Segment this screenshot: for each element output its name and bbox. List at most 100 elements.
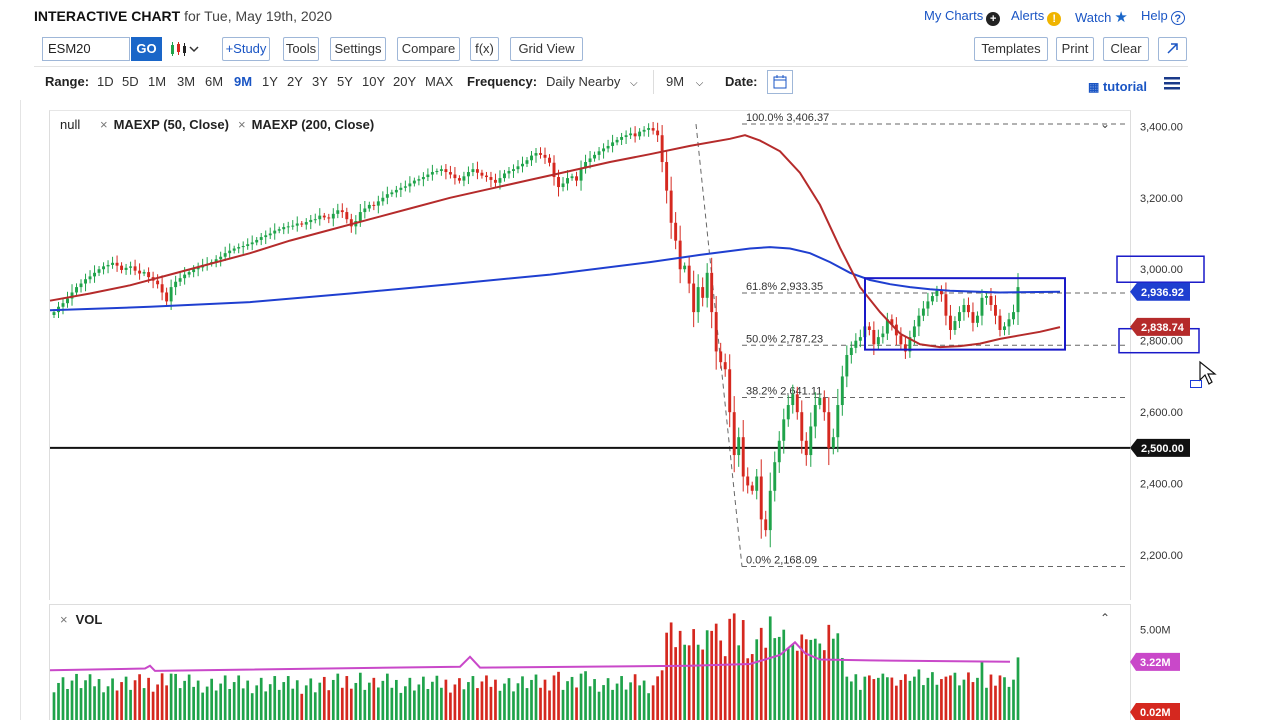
volume-bar: [228, 688, 232, 720]
volume-bar: [714, 623, 718, 720]
candle-body: [602, 148, 606, 152]
help-link[interactable]: Help?: [1141, 8, 1185, 25]
candle-body: [84, 279, 87, 284]
range-option-2y[interactable]: 2Y: [287, 74, 303, 89]
range-option-1m[interactable]: 1M: [148, 74, 167, 89]
expand-button[interactable]: [1158, 37, 1187, 61]
volume-bar: [440, 687, 443, 720]
frequency-dropdown[interactable]: Daily Nearby ⌵: [546, 74, 638, 89]
candle-body: [935, 290, 939, 297]
clear-button[interactable]: Clear: [1103, 37, 1149, 61]
candle-body: [975, 315, 979, 323]
price-chart[interactable]: 3,400.00 3,200.00 3,000.00 2,800.00 2,600.00…: [0, 0, 1280, 600]
symbol-input[interactable]: ESM20: [42, 37, 130, 61]
volume-chart[interactable]: 5.00M 3.22M 0.02M: [0, 600, 1280, 720]
volume-bar: [268, 684, 272, 720]
volume-bar: [521, 676, 524, 720]
range-box[interactable]: [864, 277, 1066, 351]
candle-body: [620, 137, 624, 140]
volume-bar: [822, 650, 826, 720]
remove-volume-icon[interactable]: ×: [60, 612, 68, 627]
tutorial-link[interactable]: ▦ tutorial: [1088, 79, 1147, 94]
candle-body: [579, 168, 583, 181]
candle-body: [615, 139, 619, 143]
compare-button[interactable]: Compare: [397, 37, 460, 61]
range-option-3y[interactable]: 3Y: [312, 74, 328, 89]
candle-body: [512, 169, 515, 171]
volume-bar: [169, 673, 173, 720]
candle-body: [791, 394, 795, 406]
candle-body: [322, 215, 326, 218]
range-option-6m[interactable]: 6M: [205, 74, 224, 89]
volume-bar: [124, 676, 128, 720]
candle-body: [457, 178, 461, 181]
volume-bar: [255, 685, 259, 720]
candle-body: [719, 351, 723, 363]
candle-body: [548, 157, 551, 163]
range-option-3m[interactable]: 3M: [177, 74, 196, 89]
candle-body: [282, 227, 286, 230]
templates-button[interactable]: Templates: [974, 37, 1048, 61]
menu-icon[interactable]: [1164, 76, 1180, 90]
print-button[interactable]: Print: [1056, 37, 1094, 61]
remove-study-icon[interactable]: ×: [238, 117, 246, 132]
candle-body: [651, 128, 655, 131]
chart-type-dropdown[interactable]: [168, 40, 202, 58]
price-badge-label: 2,936.92: [1141, 287, 1184, 299]
settings-button[interactable]: Settings: [330, 37, 386, 61]
tools-button[interactable]: Tools: [283, 37, 319, 61]
volume-bar: [70, 680, 74, 720]
candle-body: [115, 262, 119, 266]
volume-bar: [201, 692, 205, 720]
volume-bar: [390, 687, 394, 720]
range-option-1y[interactable]: 1Y: [262, 74, 278, 89]
fib-level-label: 38.2% 2,641.11: [746, 385, 822, 397]
range-option-1d[interactable]: 1D: [97, 74, 114, 89]
price-badge: [1130, 317, 1190, 336]
range-option-9m[interactable]: 9M: [234, 74, 253, 89]
remove-study-icon[interactable]: ×: [100, 117, 108, 132]
range-option-max[interactable]: MAX: [425, 74, 454, 89]
drag-handle[interactable]: [1190, 380, 1202, 388]
add-study-button[interactable]: +Study: [222, 37, 270, 61]
volume-bar: [539, 687, 542, 720]
range-option-5d[interactable]: 5D: [122, 74, 139, 89]
candle-body: [79, 283, 83, 288]
volume-bar: [273, 676, 277, 720]
volume-bar: [192, 686, 195, 720]
candle-body: [552, 162, 556, 178]
level-box-3000[interactable]: [1116, 255, 1205, 283]
watch-label: Watch: [1075, 10, 1112, 25]
my-charts-link[interactable]: My Charts +: [924, 8, 1001, 26]
range-label-text: Range:: [45, 74, 90, 89]
volume-bar: [462, 689, 466, 720]
alerts-link[interactable]: Alerts!: [1011, 8, 1062, 26]
candle-body: [507, 170, 511, 174]
volume-bar: [61, 677, 65, 720]
volume-collapse-icon[interactable]: ⌃: [1100, 611, 1111, 625]
go-button[interactable]: GO: [131, 37, 162, 61]
frequency-label-text: Frequency:: [467, 74, 538, 89]
calendar-button[interactable]: [767, 70, 793, 94]
range-option-20y[interactable]: 20Y: [393, 74, 417, 89]
period-value: 9M: [666, 74, 685, 89]
candle-body: [867, 326, 871, 330]
candle-body: [930, 296, 934, 302]
range-option-10y[interactable]: 10Y: [362, 74, 386, 89]
candle-body: [768, 490, 772, 531]
candle-body: [142, 272, 146, 274]
grid-view-button[interactable]: Grid View: [510, 37, 583, 61]
candle-body: [786, 405, 790, 420]
volume-bar: [940, 679, 943, 720]
volume-bar: [967, 672, 970, 720]
volume-bar: [548, 690, 551, 720]
range-option-5y[interactable]: 5Y: [337, 74, 353, 89]
legend-main-label: null: [60, 117, 81, 132]
volume-tick-label: 5.00M: [1140, 625, 1171, 637]
function-button[interactable]: f(x): [470, 37, 499, 61]
volume-bar: [183, 680, 186, 720]
date-label: Date:: [725, 74, 758, 89]
volume-bar: [232, 682, 236, 720]
watch-link[interactable]: Watch ★: [1075, 8, 1128, 26]
period-dropdown[interactable]: 9M ⌵: [666, 74, 703, 89]
